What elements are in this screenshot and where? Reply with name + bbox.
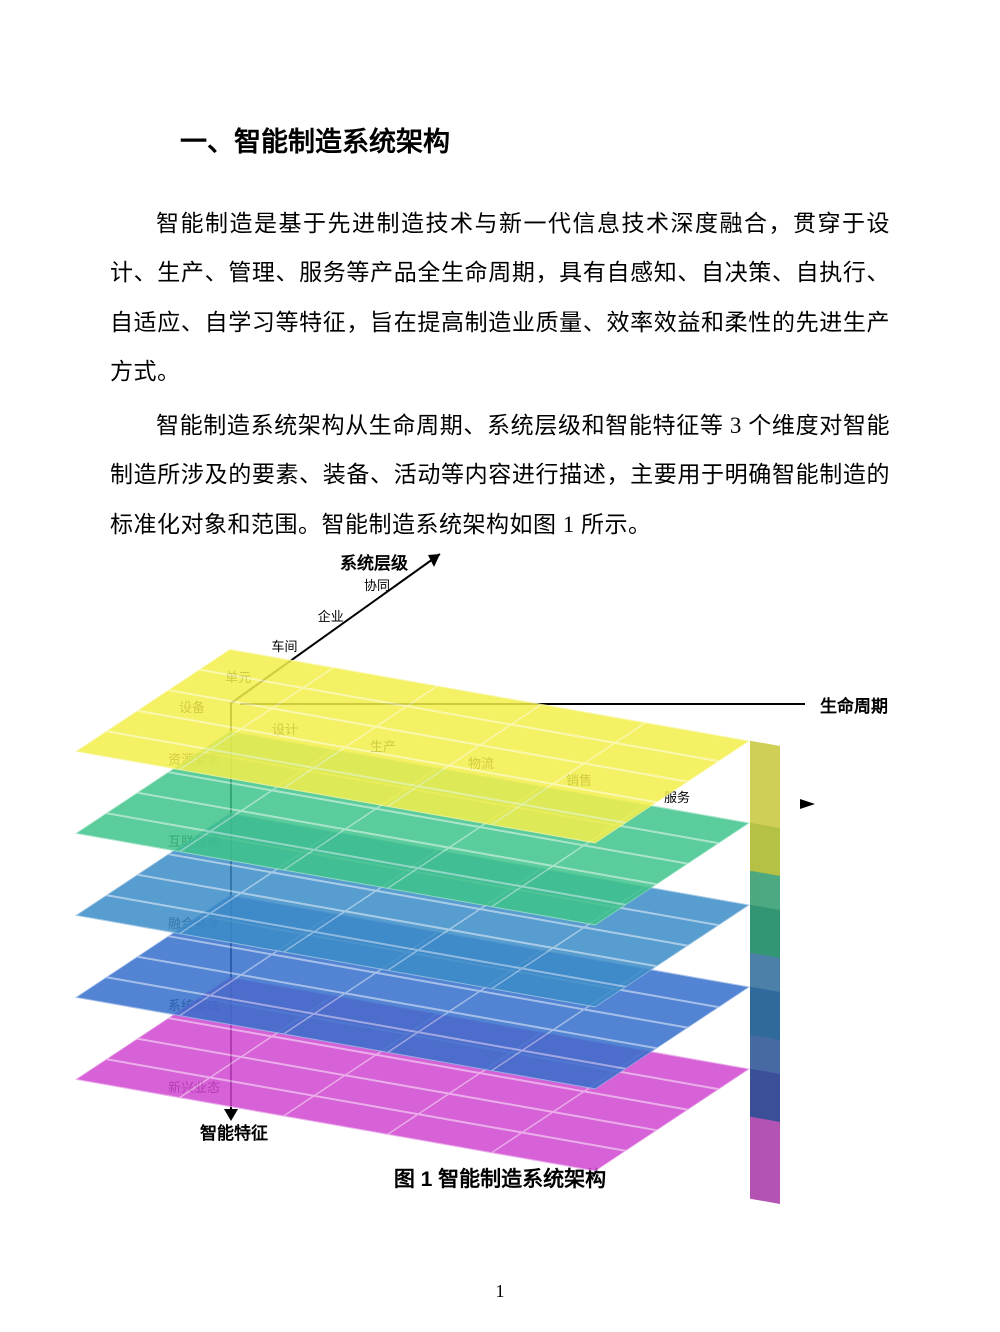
section-heading: 一、智能制造系统架构 (180, 120, 890, 159)
axis-z-label: 智能特征 (200, 1119, 268, 1144)
page-number: 1 (0, 1281, 1000, 1302)
figure-area: 系统层级 协同企业车间单元设备 生命周期 智能特征 设计生产物流销售服务 资源要… (110, 579, 890, 1149)
page: 一、智能制造系统架构 智能制造是基于先进制造技术与新一代信息技术深度融合，贯穿于… (0, 0, 1000, 1332)
y-tick-label: 协同 (350, 575, 390, 594)
paragraph-2: 智能制造系统架构从生命周期、系统层级和智能特征等 3 个维度对智能制造所涉及的要… (110, 401, 890, 549)
axis-z-arrowhead (224, 1109, 238, 1121)
paragraph-1: 智能制造是基于先进制造技术与新一代信息技术深度融合，贯穿于设计、生产、管理、服务… (110, 199, 890, 397)
